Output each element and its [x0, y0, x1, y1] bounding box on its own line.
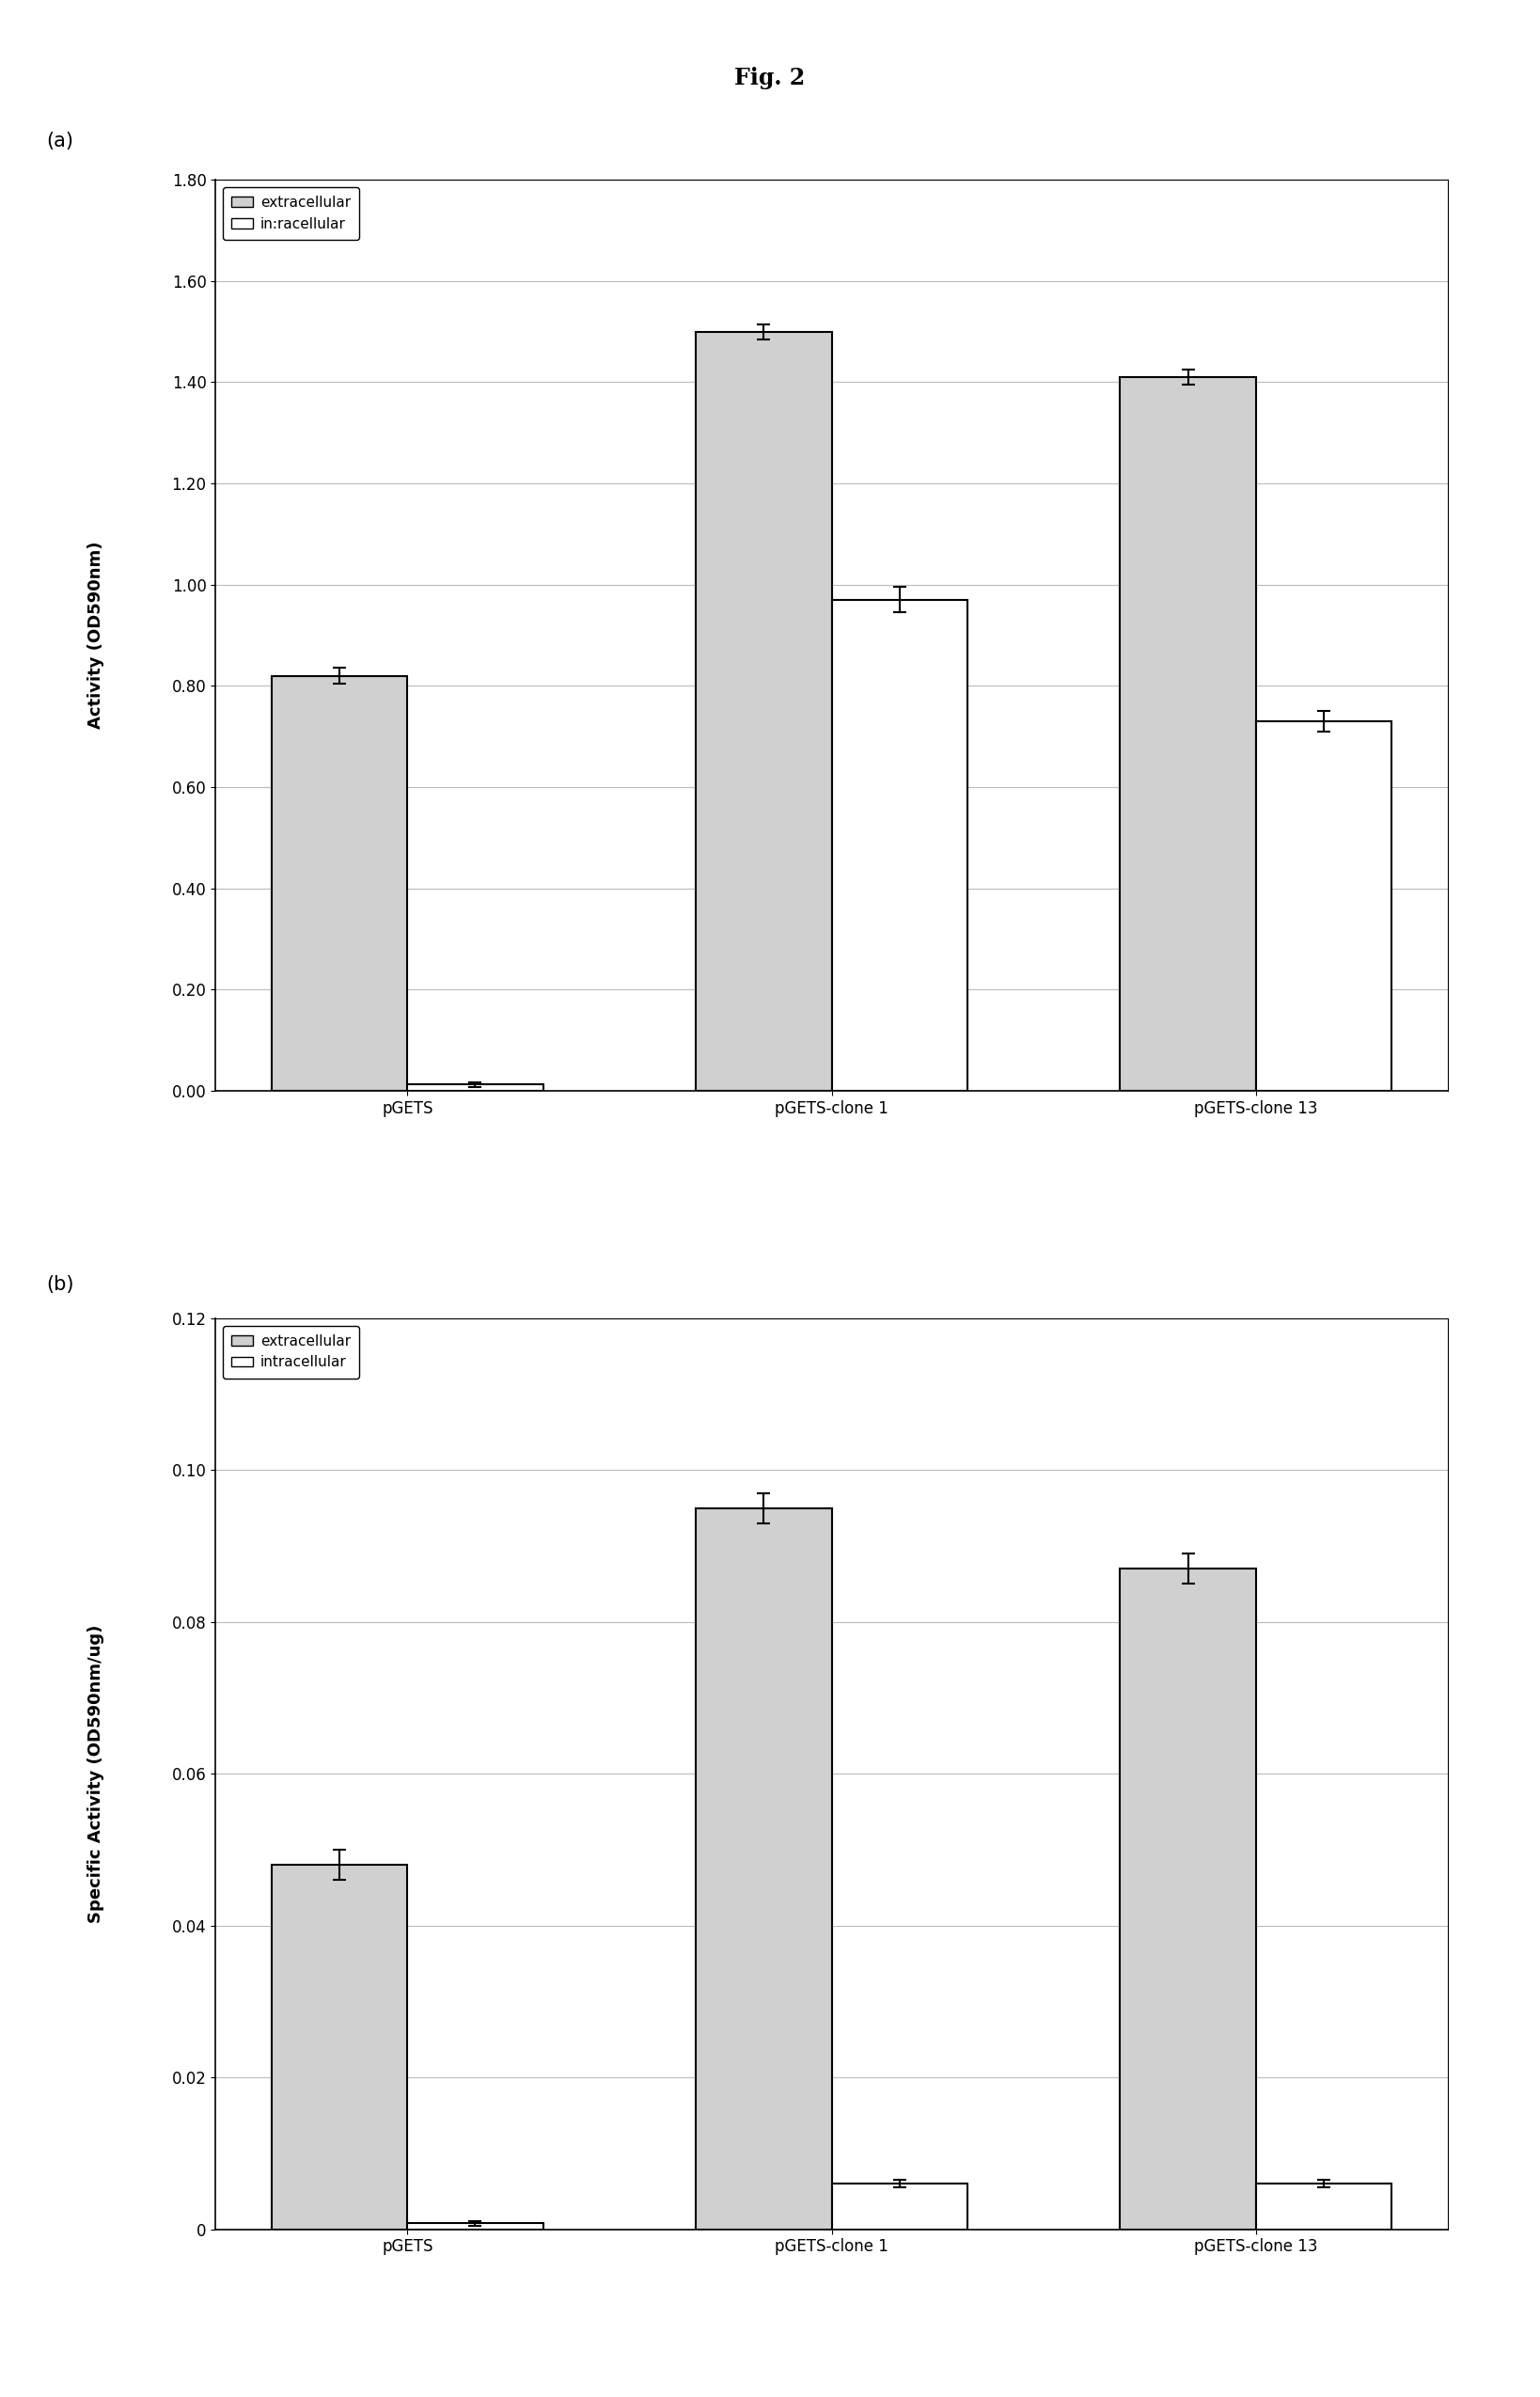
Bar [271, 676, 408, 1091]
Text: (b): (b) [46, 1275, 74, 1294]
Y-axis label: Activity (OD590nm): Activity (OD590nm) [88, 542, 105, 729]
Bar [832, 2184, 967, 2229]
Bar [1120, 1570, 1255, 2229]
Y-axis label: Specific Activity (OD590nm/ug): Specific Activity (OD590nm/ug) [88, 1625, 105, 1922]
Legend: extracellular, in:racellular: extracellular, in:racellular [223, 187, 359, 240]
Text: Fig. 2: Fig. 2 [735, 67, 805, 89]
Bar [696, 331, 832, 1091]
Bar [271, 1865, 408, 2229]
Text: (a): (a) [46, 132, 74, 151]
Bar [408, 2222, 544, 2229]
Bar [696, 1508, 832, 2229]
Bar [1255, 721, 1392, 1091]
Bar [1255, 2184, 1392, 2229]
Bar [1120, 376, 1255, 1091]
Legend: extracellular, intracellular: extracellular, intracellular [223, 1326, 359, 1378]
Bar [832, 599, 967, 1091]
Bar [408, 1083, 544, 1091]
